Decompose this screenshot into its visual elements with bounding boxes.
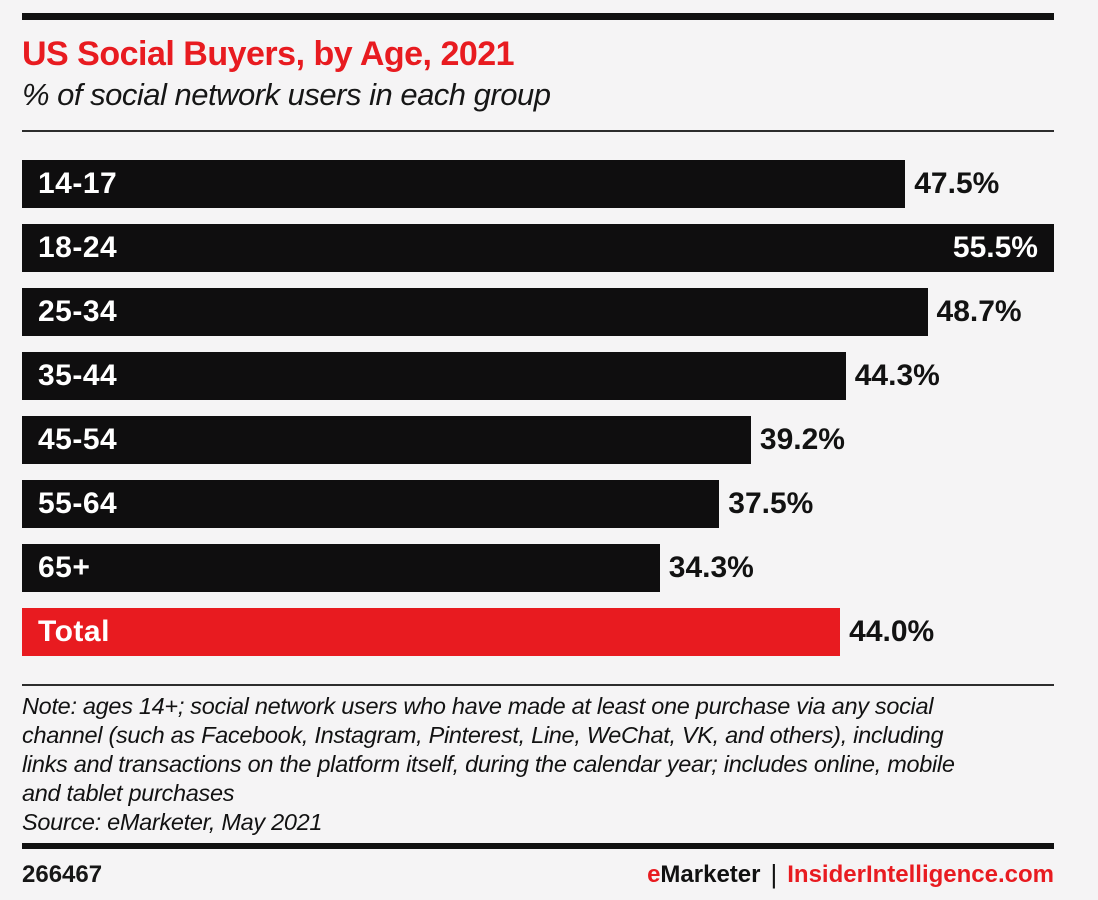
bar-value-label: 47.5% bbox=[914, 167, 1000, 200]
bar-category-label: 55-64 bbox=[38, 487, 118, 520]
emarketer-logo: eMarketer bbox=[647, 861, 760, 889]
bar-row: 14-17 47.5% bbox=[22, 160, 1054, 208]
note-line: and tablet purchases bbox=[22, 780, 235, 806]
bar-45-54: 45-54 bbox=[22, 416, 751, 464]
bar-row: Total 44.0% bbox=[22, 608, 1054, 656]
source-line: Source: eMarketer, May 2021 bbox=[22, 809, 323, 835]
top-divider bbox=[22, 13, 1054, 20]
bar-65-plus: 65+ bbox=[22, 544, 660, 592]
bar-value-label: 39.2% bbox=[759, 423, 845, 456]
bar-row: 65+ 34.3% bbox=[22, 544, 1054, 592]
bar-value-label: 44.3% bbox=[854, 359, 940, 392]
note-divider bbox=[22, 684, 1054, 686]
bar-row: 45-54 39.2% bbox=[22, 416, 1054, 464]
bar-25-34: 25-34 bbox=[22, 288, 928, 336]
bar-row: 25-34 48.7% bbox=[22, 288, 1054, 336]
brand-separator: | bbox=[770, 859, 778, 889]
bar-value-label: 48.7% bbox=[936, 295, 1022, 328]
note-line: Note: ages 14+; social network users who… bbox=[22, 693, 934, 719]
note-line: channel (such as Facebook, Instagram, Pi… bbox=[22, 722, 944, 748]
bar-category-label: 45-54 bbox=[38, 423, 118, 456]
bar-category-label: Total bbox=[38, 615, 110, 648]
insider-intelligence-url: InsiderIntelligence.com bbox=[787, 860, 1054, 888]
bar-55-64: 55-64 bbox=[22, 480, 720, 528]
header-divider bbox=[22, 130, 1054, 132]
bar-category-label: 14-17 bbox=[38, 167, 118, 200]
bar-value-label: 55.5% bbox=[952, 231, 1038, 264]
bar-18-24: 18-24 55.5% bbox=[22, 224, 1054, 272]
bar-row: 35-44 44.3% bbox=[22, 352, 1054, 400]
emarketer-logo-rest: Marketer bbox=[660, 860, 761, 888]
note-line: links and transactions on the platform i… bbox=[22, 751, 955, 777]
chart-id: 266467 bbox=[22, 860, 103, 888]
bar-35-44: 35-44 bbox=[22, 352, 846, 400]
chart-card: US Social Buyers, by Age, 2021 % of soci… bbox=[22, 13, 1054, 837]
bar-category-label: 65+ bbox=[38, 551, 91, 584]
chart-note: Note: ages 14+; social network users who… bbox=[22, 692, 1054, 808]
footer: 266467 eMarketer | InsiderIntelligence.c… bbox=[22, 859, 1054, 890]
emarketer-logo-e: e bbox=[647, 860, 661, 888]
brand-lockup: eMarketer | InsiderIntelligence.com bbox=[647, 859, 1054, 890]
chart-title: US Social Buyers, by Age, 2021 bbox=[22, 35, 515, 73]
bar-total: Total bbox=[22, 608, 841, 656]
bar-category-label: 25-34 bbox=[38, 295, 118, 328]
bar-14-17: 14-17 bbox=[22, 160, 906, 208]
bar-row: 55-64 37.5% bbox=[22, 480, 1054, 528]
bar-value-label: 37.5% bbox=[728, 487, 814, 520]
footer-divider bbox=[22, 843, 1054, 849]
chart-subtitle: % of social network users in each group bbox=[22, 77, 551, 112]
bar-row: 18-24 55.5% bbox=[22, 224, 1054, 272]
bar-value-label: 44.0% bbox=[849, 615, 935, 648]
bar-category-label: 18-24 bbox=[38, 231, 118, 264]
bar-category-label: 35-44 bbox=[38, 359, 118, 392]
bar-value-label: 34.3% bbox=[668, 551, 754, 584]
bar-chart: 14-17 47.5% 18-24 55.5% 25-34 48.7% 35-4… bbox=[22, 160, 1054, 656]
